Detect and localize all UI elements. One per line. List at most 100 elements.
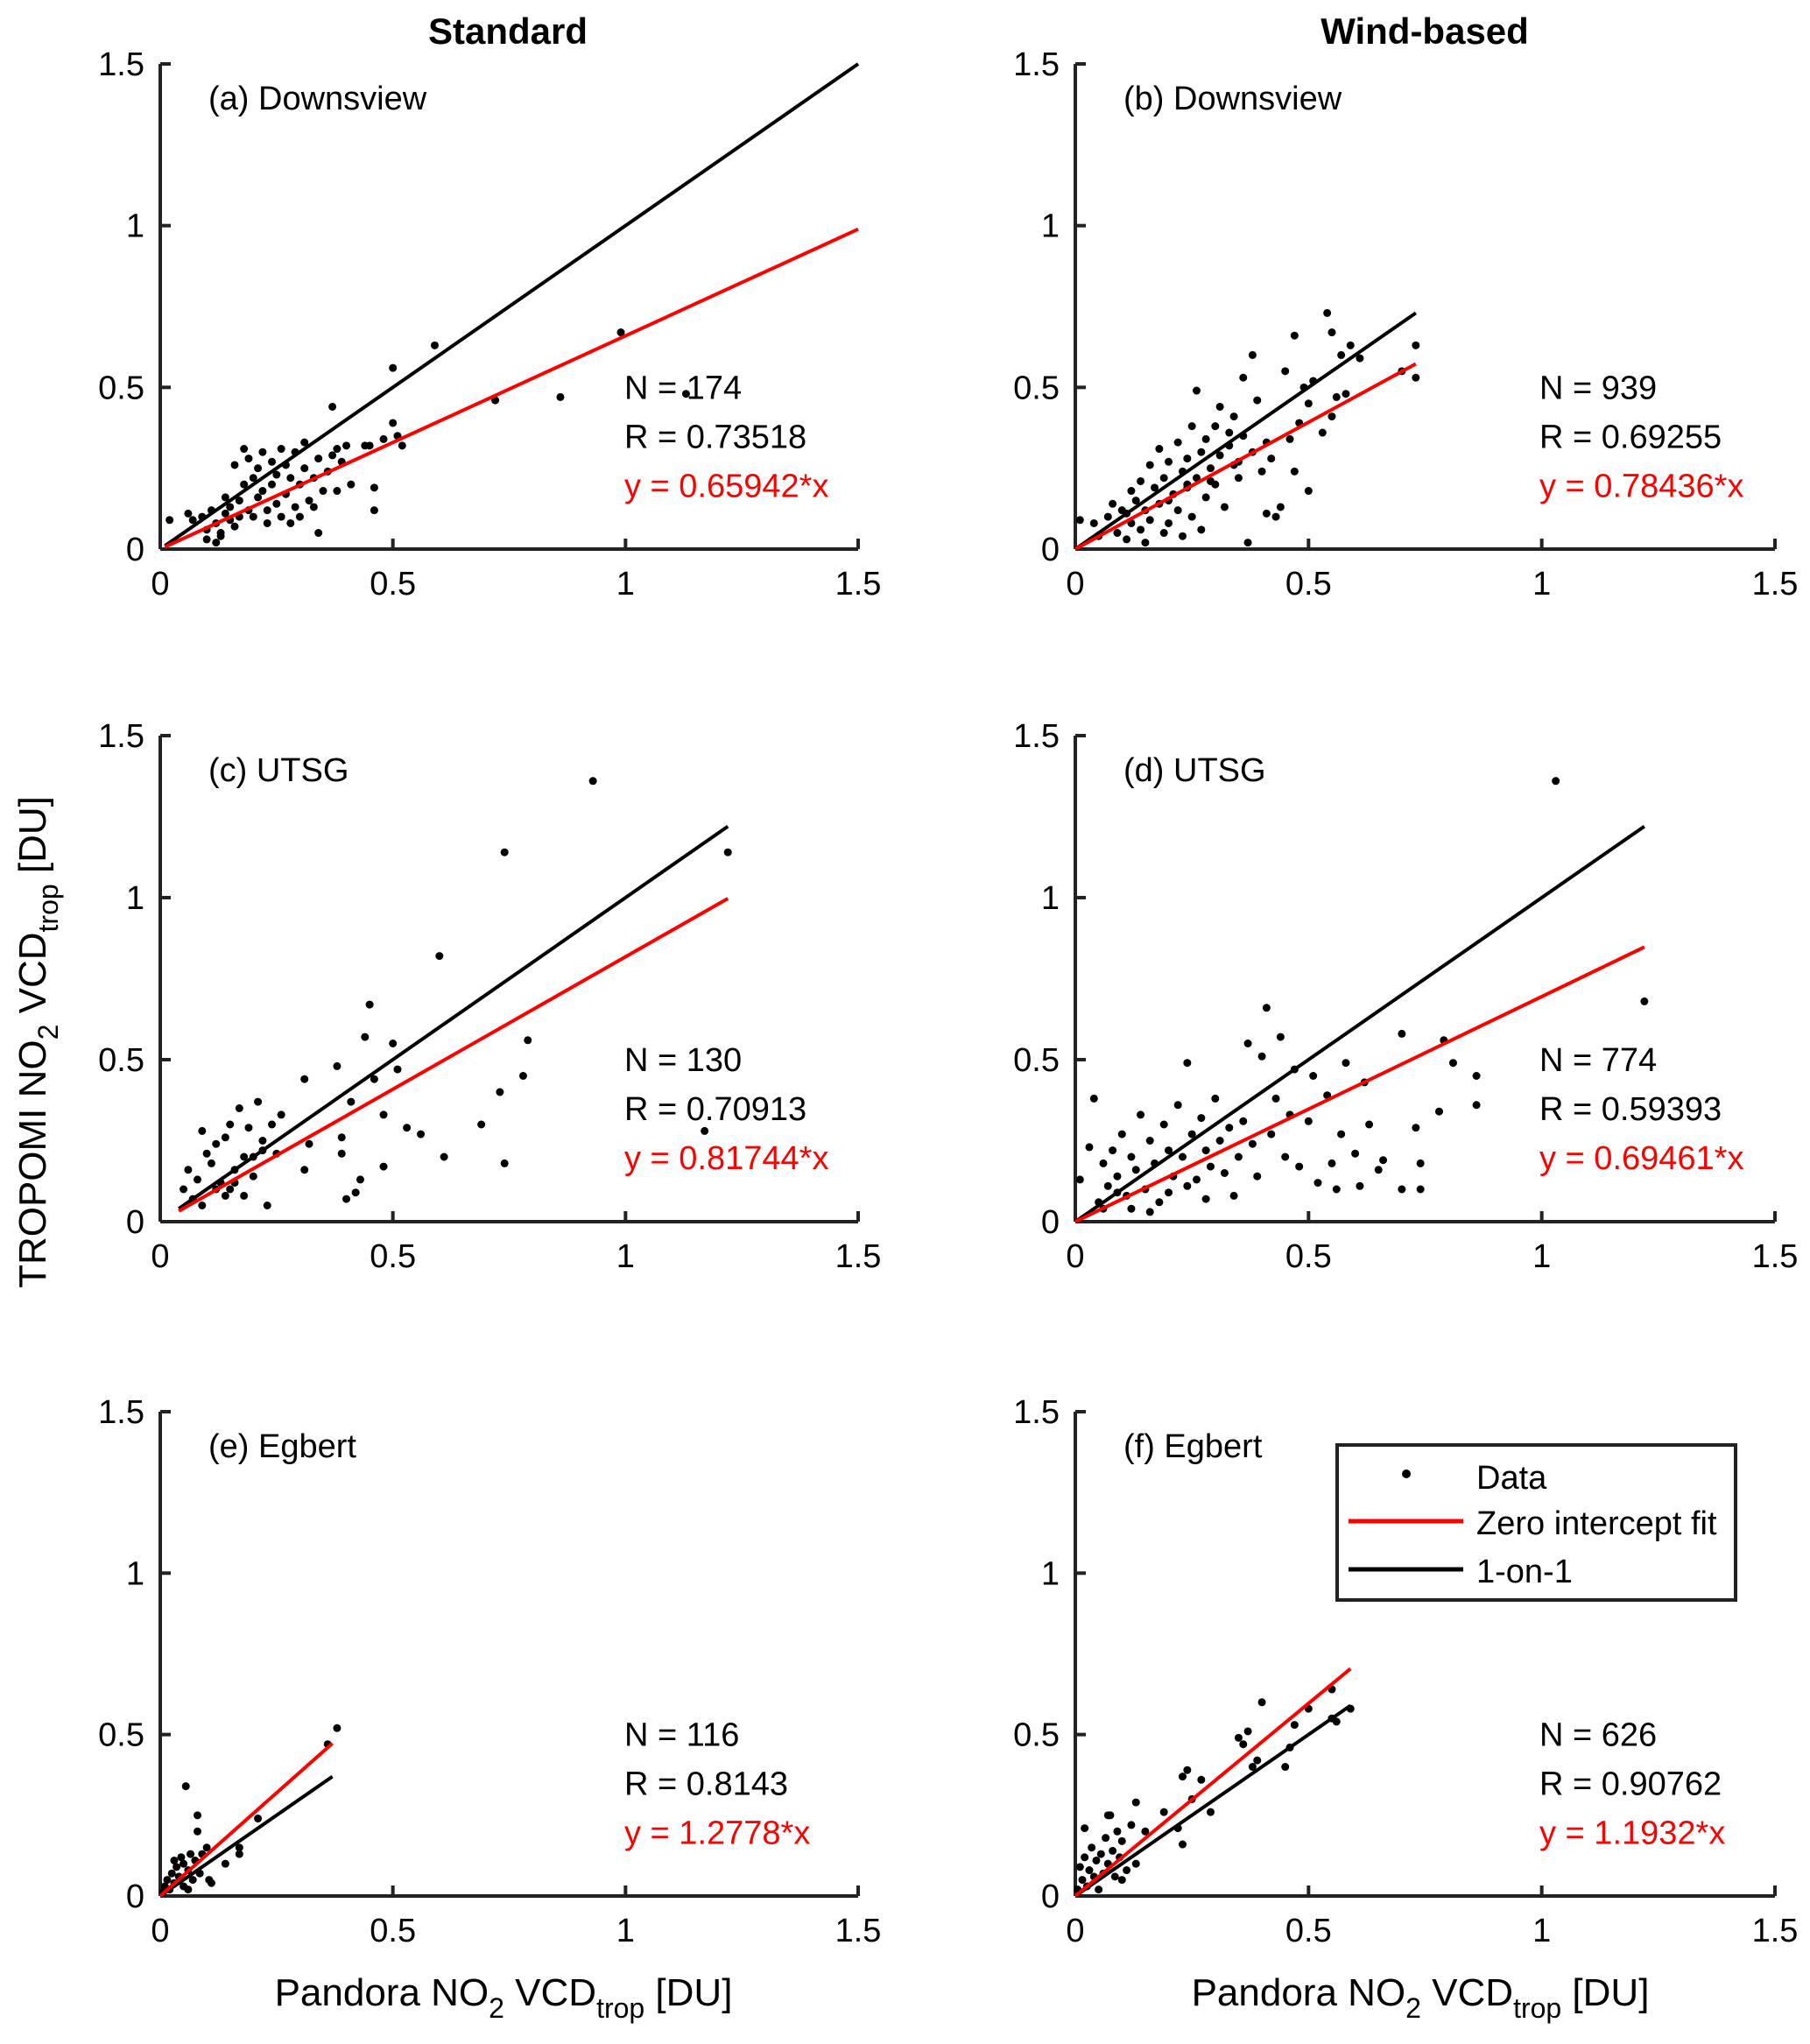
data-point [1151, 483, 1159, 492]
data-point [1179, 532, 1187, 540]
data-point [1211, 1094, 1220, 1103]
data-point [588, 777, 597, 786]
data-point [1159, 529, 1168, 538]
data-point [1113, 1827, 1122, 1836]
x-tick-label: 1 [1532, 1238, 1551, 1275]
data-point [1110, 1872, 1119, 1881]
data-point [305, 497, 313, 505]
data-point [1155, 445, 1164, 454]
data-point [1257, 1052, 1266, 1061]
data-point [198, 1202, 207, 1209]
data-point [1109, 499, 1117, 508]
data-point [1248, 1763, 1257, 1772]
x-axis-label-right: Pandora NO2 VCDtrop [DU] [1192, 1971, 1650, 2024]
data-point [1253, 396, 1262, 405]
data-point [1257, 467, 1266, 476]
data-point [216, 532, 225, 540]
y-tick-label: 1 [126, 208, 144, 245]
x-tick-label: 1.5 [1752, 1913, 1799, 1949]
y-axis-label-sub2: trop [32, 884, 64, 932]
data-point [258, 448, 267, 456]
data-point [1206, 476, 1215, 485]
data-point [342, 1195, 351, 1203]
data-point [263, 506, 271, 515]
data-point [207, 1159, 215, 1167]
data-point [1141, 539, 1150, 547]
x-axis-label-left: Pandora NO2 VCDtrop [DU] [275, 1971, 733, 2024]
x-tick-label: 0.5 [1285, 566, 1332, 603]
data-point [1281, 1152, 1290, 1161]
data-point [258, 1137, 267, 1145]
one-to-one-line [1074, 311, 1417, 551]
legend-label-one-to-one: 1-on-1 [1476, 1554, 1573, 1590]
stat-fit-equation: y = 1.2778*x [624, 1815, 810, 1852]
data-point [1117, 1130, 1126, 1138]
data-point [1159, 1120, 1168, 1129]
data-point [1137, 525, 1145, 534]
data-point [1197, 1775, 1206, 1784]
data-point [1206, 1808, 1215, 1816]
data-point [1127, 1204, 1136, 1213]
zero-intercept-fit-line [178, 897, 729, 1213]
data-point [1197, 448, 1206, 456]
x-tick-label: 0.5 [1285, 1913, 1332, 1949]
x-axis-label-sub1: 2 [489, 1992, 504, 2024]
data-point [524, 1036, 532, 1045]
data-point [1085, 1866, 1094, 1875]
y-tick-label: 1.5 [1013, 46, 1060, 83]
one-to-one-line [164, 62, 860, 547]
data-point [1215, 1137, 1224, 1145]
y-tick-label: 0.5 [98, 370, 144, 406]
data-point [1102, 1834, 1110, 1843]
data-point [1117, 1876, 1126, 1885]
data-point [1323, 308, 1332, 317]
stat-n: N = 774 [1539, 1042, 1657, 1079]
data-point [1183, 1766, 1192, 1774]
data-point [1095, 1885, 1103, 1894]
data-point [263, 1202, 271, 1209]
x-tick-label: 1.5 [835, 1238, 882, 1275]
data-point [1201, 1146, 1210, 1155]
x-axis-label-tail: [DU] [644, 1971, 732, 2014]
x-tick-label: 1 [616, 566, 635, 603]
data-point [173, 1863, 181, 1871]
data-point [1165, 1188, 1173, 1197]
data-point [1206, 464, 1215, 473]
x-tick-label: 0.5 [1285, 1238, 1332, 1275]
data-point [277, 512, 285, 521]
data-point [365, 1000, 374, 1009]
data-point [1356, 354, 1364, 363]
data-point [1398, 1029, 1406, 1038]
panel-label: (d) UTSG [1123, 752, 1266, 789]
x-tick-label: 1 [1532, 566, 1551, 603]
one-to-one-line [1074, 1703, 1352, 1898]
data-point [286, 518, 295, 527]
data-point [1109, 1846, 1117, 1855]
data-point [226, 1120, 235, 1129]
y-tick-label: 0 [126, 1204, 144, 1241]
data-point [1103, 512, 1112, 521]
x-tick-label: 0 [1066, 1913, 1084, 1949]
data-point [1379, 1156, 1388, 1165]
y-axis-label-main: TROPOMI NO [11, 1040, 54, 1288]
data-point [180, 1185, 188, 1194]
data-point [240, 445, 249, 454]
x-axis-label-sub2: trop [1513, 1992, 1561, 2024]
data-point [221, 509, 229, 518]
data-point [1243, 539, 1252, 547]
data-point [1201, 1195, 1210, 1203]
panel-e: 0 0.5 1 1.5 0 0.5 1 1.5 (e) Egbert N = 116 R = 0.8… [98, 1394, 881, 1949]
data-point [1131, 1859, 1140, 1868]
data-point [286, 474, 295, 483]
data-point [328, 402, 337, 411]
data-point [1081, 1853, 1089, 1862]
data-point [1472, 1101, 1481, 1110]
data-point [337, 1133, 346, 1142]
data-point [184, 1885, 193, 1894]
data-point [1192, 386, 1201, 395]
data-point [1145, 1208, 1154, 1216]
data-point [244, 455, 253, 463]
data-point [1197, 525, 1206, 534]
data-point [295, 512, 304, 521]
data-point [170, 1856, 179, 1864]
